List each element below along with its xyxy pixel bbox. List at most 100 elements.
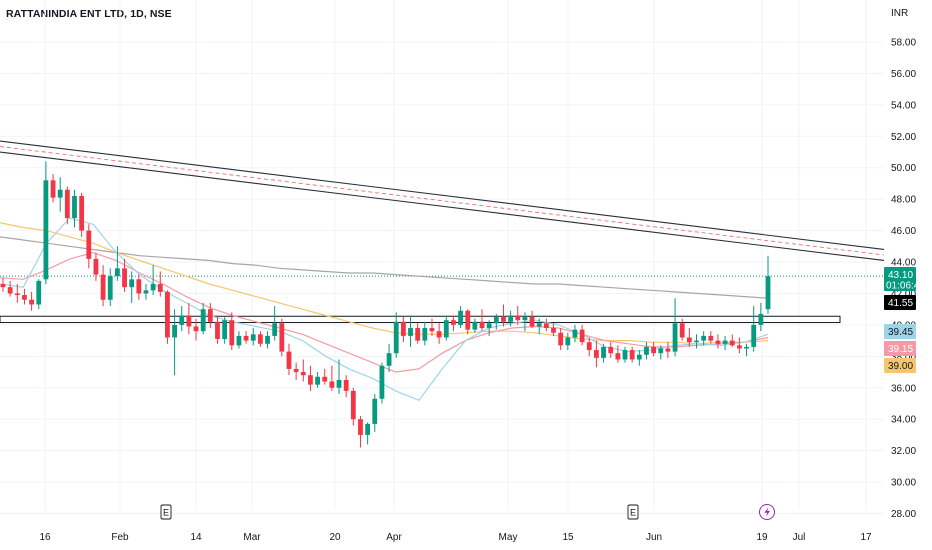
time-tick-label: 20 xyxy=(329,532,341,543)
earnings-marker[interactable] xyxy=(160,504,172,520)
candle-body xyxy=(343,379,349,391)
candle-body xyxy=(572,329,578,338)
support-rectangle[interactable] xyxy=(0,315,841,324)
trend-channel[interactable] xyxy=(0,140,885,262)
candle-body xyxy=(629,350,635,360)
candle-body xyxy=(50,180,56,198)
time-tick-label: Jun xyxy=(646,532,662,543)
candle-body xyxy=(508,315,514,322)
candle-body xyxy=(150,284,156,291)
channel-lower-line[interactable] xyxy=(0,151,885,262)
candle-body xyxy=(429,328,435,332)
candle-body xyxy=(14,293,20,296)
candle-body xyxy=(551,328,556,333)
candle-body xyxy=(293,368,299,373)
candle-body xyxy=(708,335,714,341)
candle-body xyxy=(100,274,106,300)
candle-body xyxy=(265,335,270,344)
time-axis[interactable]: 16 Feb 14 Mar 20 Apr May 15 Jun 19 Jul 17 xyxy=(39,532,872,543)
candle-body xyxy=(522,317,528,321)
candle-body xyxy=(207,309,213,322)
candle-body xyxy=(679,323,685,338)
candle-body xyxy=(636,354,642,360)
moving-average-line xyxy=(0,236,769,299)
candle-body xyxy=(300,372,306,376)
earnings-marker-label: E xyxy=(163,508,169,518)
price-badge xyxy=(884,295,916,310)
price-badge-value: 39.45 xyxy=(888,327,913,338)
candle-body xyxy=(529,317,535,327)
candle-body xyxy=(672,323,678,352)
candle-body xyxy=(172,324,177,338)
price-badge-value: 41.55 xyxy=(888,298,913,309)
candle-body xyxy=(765,276,771,310)
price-badge-value: 39.00 xyxy=(888,361,913,372)
price-tick-label: 44.00 xyxy=(891,258,916,269)
price-badge xyxy=(884,267,916,291)
candle-body xyxy=(658,348,664,354)
candle-body xyxy=(715,340,721,344)
price-badge-value: 39.15 xyxy=(888,344,913,355)
candle-body xyxy=(215,321,220,340)
support-band[interactable] xyxy=(0,315,841,324)
time-tick-label: 15 xyxy=(562,532,574,543)
candle-body xyxy=(458,310,463,325)
lightning-glyph xyxy=(764,506,770,518)
candle-body xyxy=(22,295,27,300)
candle-body xyxy=(758,313,764,325)
channel-mid-line[interactable] xyxy=(0,146,885,256)
candle-body xyxy=(86,230,92,259)
candle-body xyxy=(43,180,49,280)
price-tick-label: 50.00 xyxy=(891,163,916,174)
candle-body xyxy=(193,326,199,332)
price-tick-label: 56.00 xyxy=(891,69,916,80)
candle-body xyxy=(272,323,278,336)
candle-body xyxy=(122,268,127,288)
candle-body xyxy=(322,376,328,382)
candle-body xyxy=(422,328,428,341)
price-tick-label: 58.00 xyxy=(891,38,916,49)
time-tick-label: Feb xyxy=(111,532,129,543)
candle-body xyxy=(29,299,34,305)
candle-body xyxy=(722,340,728,344)
candle-body xyxy=(744,346,749,349)
candle-body xyxy=(579,329,585,343)
time-tick-label: Jul xyxy=(793,532,806,543)
earnings-marker[interactable] xyxy=(627,504,639,520)
earnings-marker-label: E xyxy=(630,508,636,518)
candle-body xyxy=(143,290,149,294)
candle-body xyxy=(329,381,335,388)
candle-body xyxy=(365,423,371,435)
candle-body xyxy=(7,287,13,294)
candle-body xyxy=(165,291,170,338)
candle-body xyxy=(243,335,249,341)
candle-body xyxy=(400,321,406,336)
candle-body xyxy=(350,390,356,420)
candles xyxy=(0,161,771,448)
candle-body xyxy=(665,348,671,352)
candle-body xyxy=(558,332,564,346)
countdown-timer: 01:06:40 xyxy=(886,281,925,292)
candle-body xyxy=(737,345,742,349)
candle-body xyxy=(57,189,63,198)
candle-body xyxy=(486,323,492,329)
candle-body xyxy=(594,350,599,358)
candle-body xyxy=(651,346,657,354)
candle-body xyxy=(286,351,292,369)
candle-body xyxy=(0,284,6,288)
candle-body xyxy=(644,346,649,355)
price-tick-label: 36.00 xyxy=(891,383,916,394)
candle-body xyxy=(179,315,185,325)
candle-body xyxy=(186,315,192,327)
time-tick-label: Apr xyxy=(386,532,402,543)
candle-body xyxy=(694,340,699,343)
candle-body xyxy=(565,337,571,346)
candle-body xyxy=(408,328,413,336)
channel-upper-line[interactable] xyxy=(0,140,885,251)
candle-body xyxy=(72,196,77,219)
candle-body xyxy=(501,317,506,322)
candle-body xyxy=(315,376,320,385)
